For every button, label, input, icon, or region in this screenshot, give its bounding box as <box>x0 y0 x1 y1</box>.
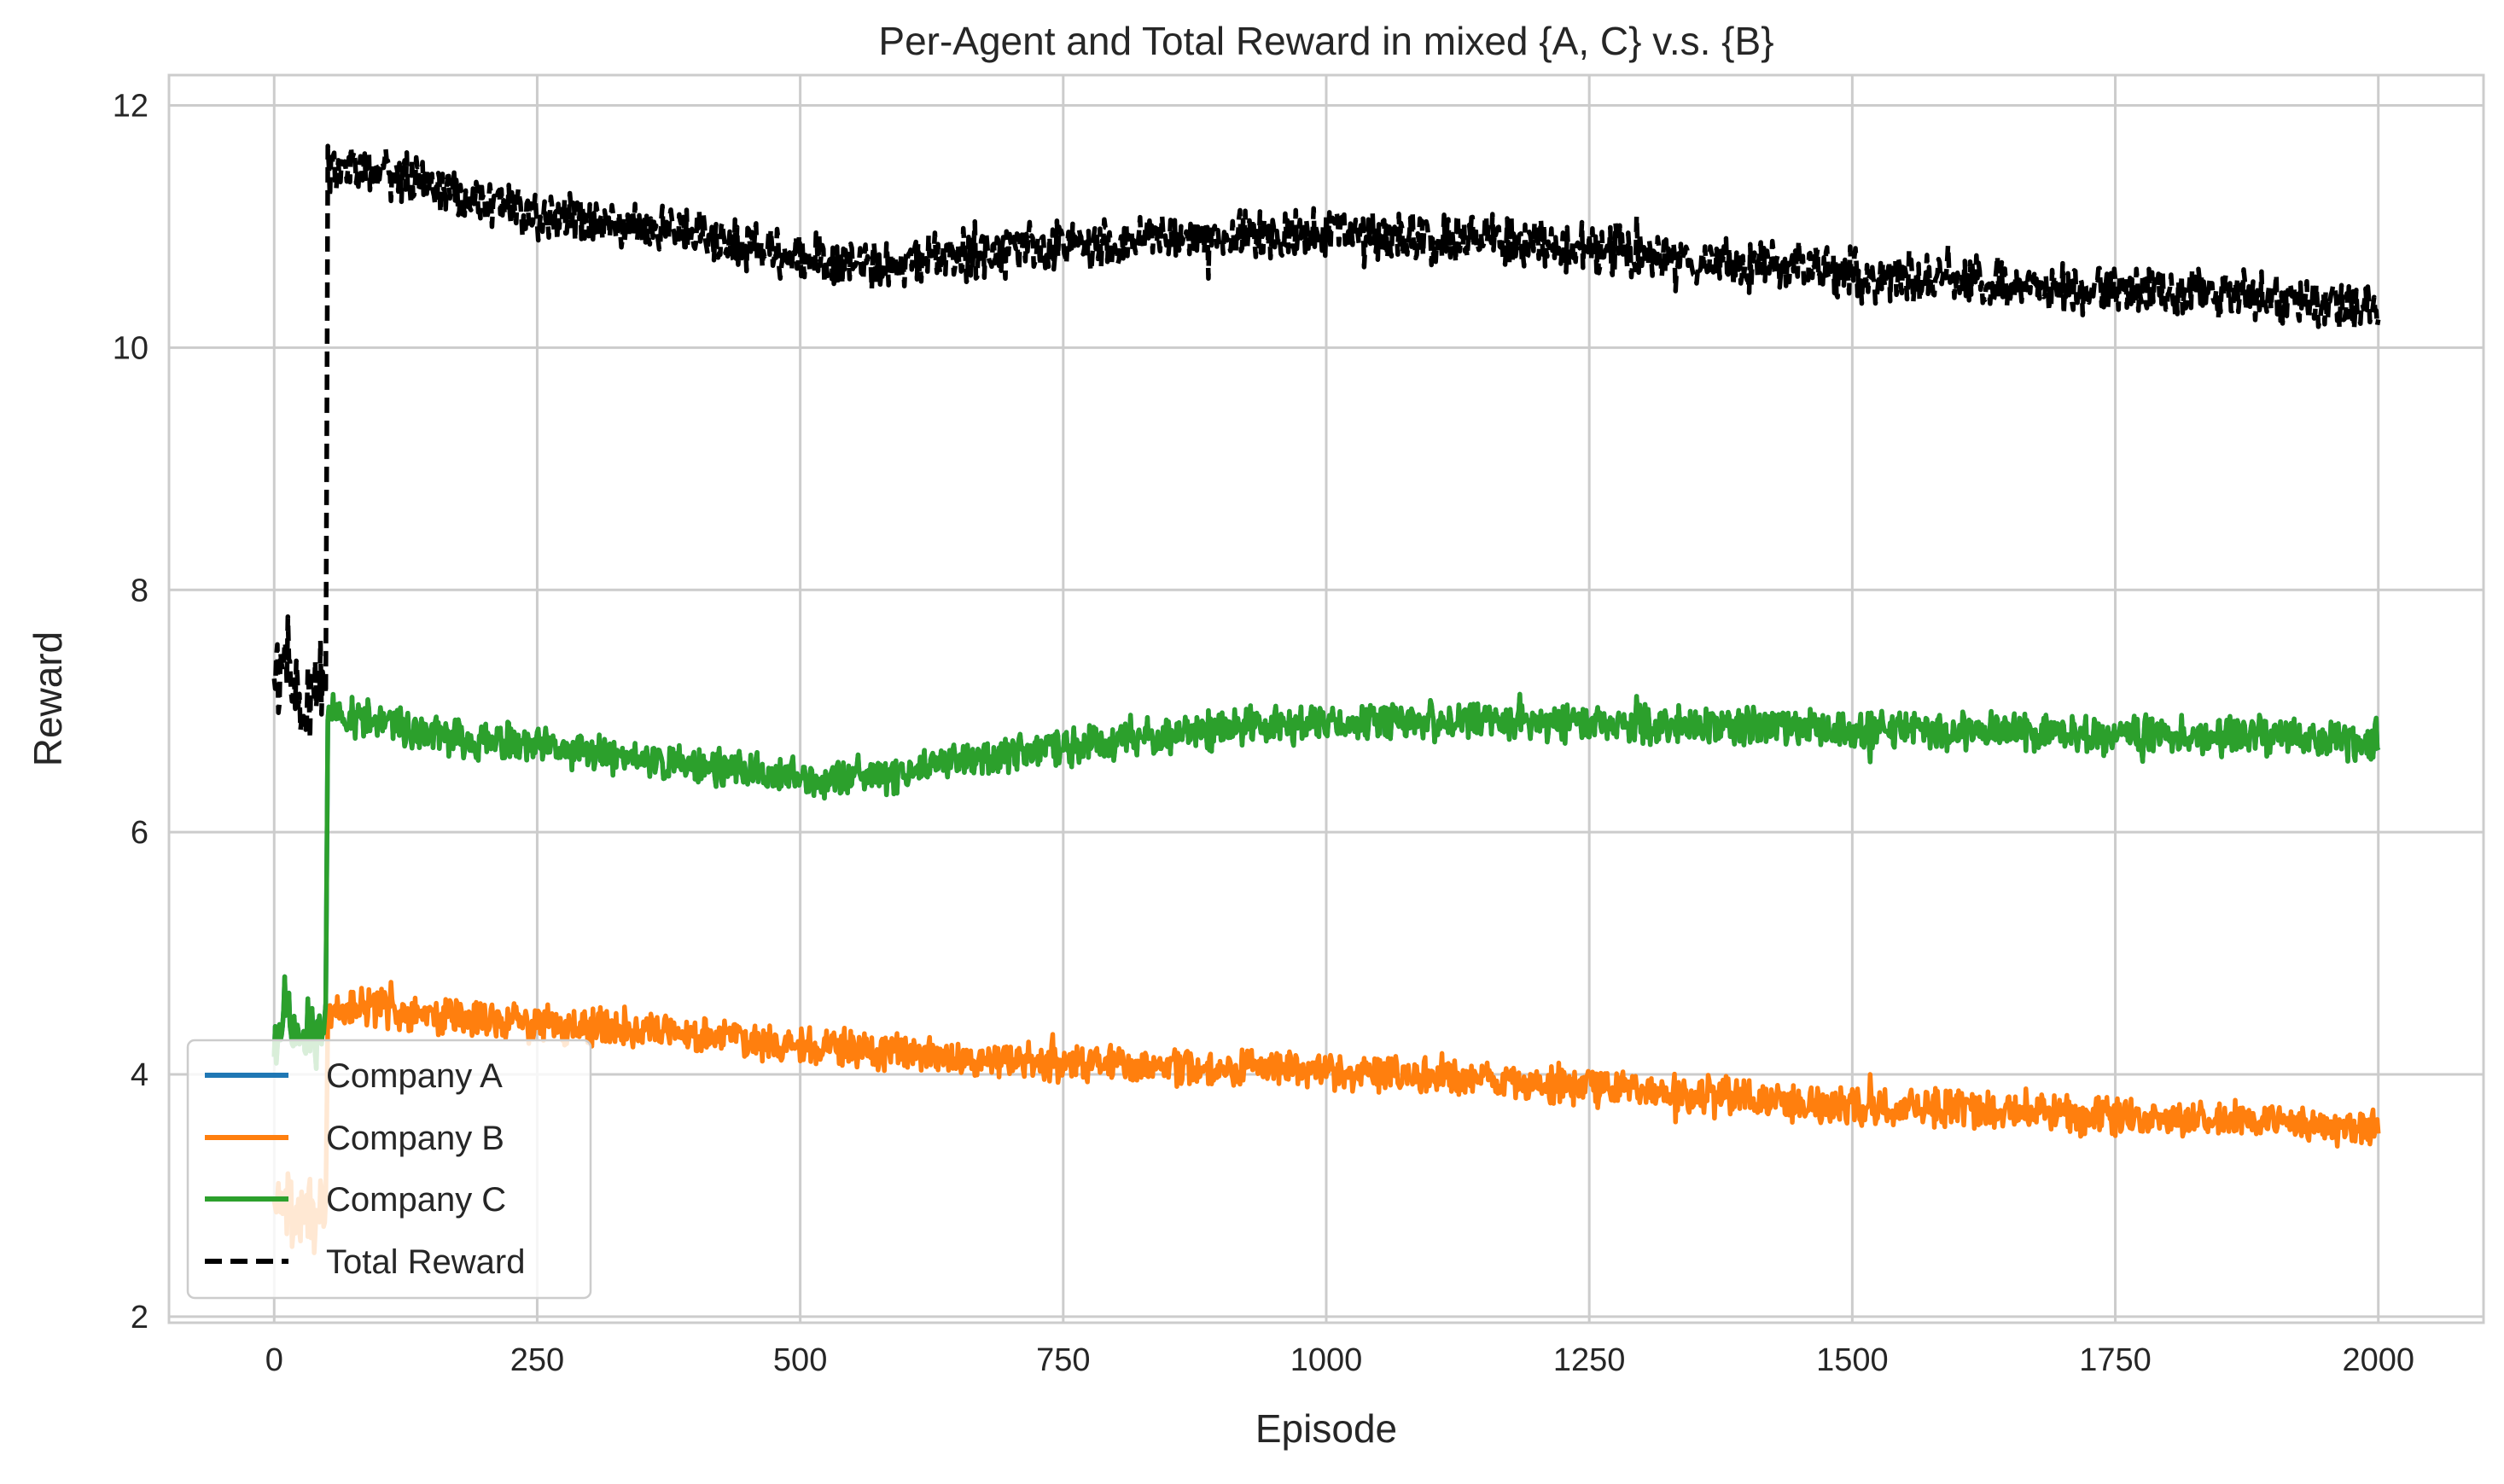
y-tick-label: 4 <box>131 1057 148 1093</box>
legend: Company A Company B Company C Total Rewa… <box>186 1039 592 1300</box>
x-tick-label: 250 <box>510 1342 564 1378</box>
series-line-company-c <box>271 691 2381 1071</box>
legend-label-total-reward: Total Reward <box>326 1243 525 1281</box>
legend-label-company-a: Company A <box>326 1057 503 1095</box>
tick-layer: 0 250 500 750 1000 1250 1500 1750 2000 2 4 6 8 10 12 <box>113 88 2414 1378</box>
y-tick-label: 8 <box>131 573 148 608</box>
series-line-total-reward <box>271 143 2381 742</box>
y-tick-label: 2 <box>131 1300 148 1336</box>
x-tick-label: 750 <box>1036 1342 1090 1378</box>
x-tick-label: 1250 <box>1553 1342 1626 1378</box>
plot-area-frame <box>167 73 2485 1324</box>
series-line-company-b <box>271 980 2381 1255</box>
x-tick-label: 2000 <box>2342 1342 2414 1378</box>
chart-title: Per-Agent and Total Reward in mixed {A, … <box>878 19 1773 63</box>
x-tick-label: 1750 <box>2079 1342 2152 1378</box>
x-axis-label: Episode <box>1255 1406 1397 1451</box>
x-tick-label: 1000 <box>1290 1342 1363 1378</box>
y-tick-label: 12 <box>113 88 148 124</box>
series-layer <box>271 143 2381 1255</box>
y-axis-label: Reward <box>26 631 70 767</box>
y-tick-label: 6 <box>131 815 148 851</box>
legend-box <box>186 1039 592 1300</box>
x-tick-label: 500 <box>773 1342 827 1378</box>
y-tick-label: 10 <box>113 330 148 366</box>
x-tick-label: 1500 <box>1816 1342 1889 1378</box>
legend-label-company-b: Company B <box>326 1120 504 1157</box>
x-tick-label: 0 <box>265 1342 283 1378</box>
legend-label-company-c: Company C <box>326 1181 506 1219</box>
